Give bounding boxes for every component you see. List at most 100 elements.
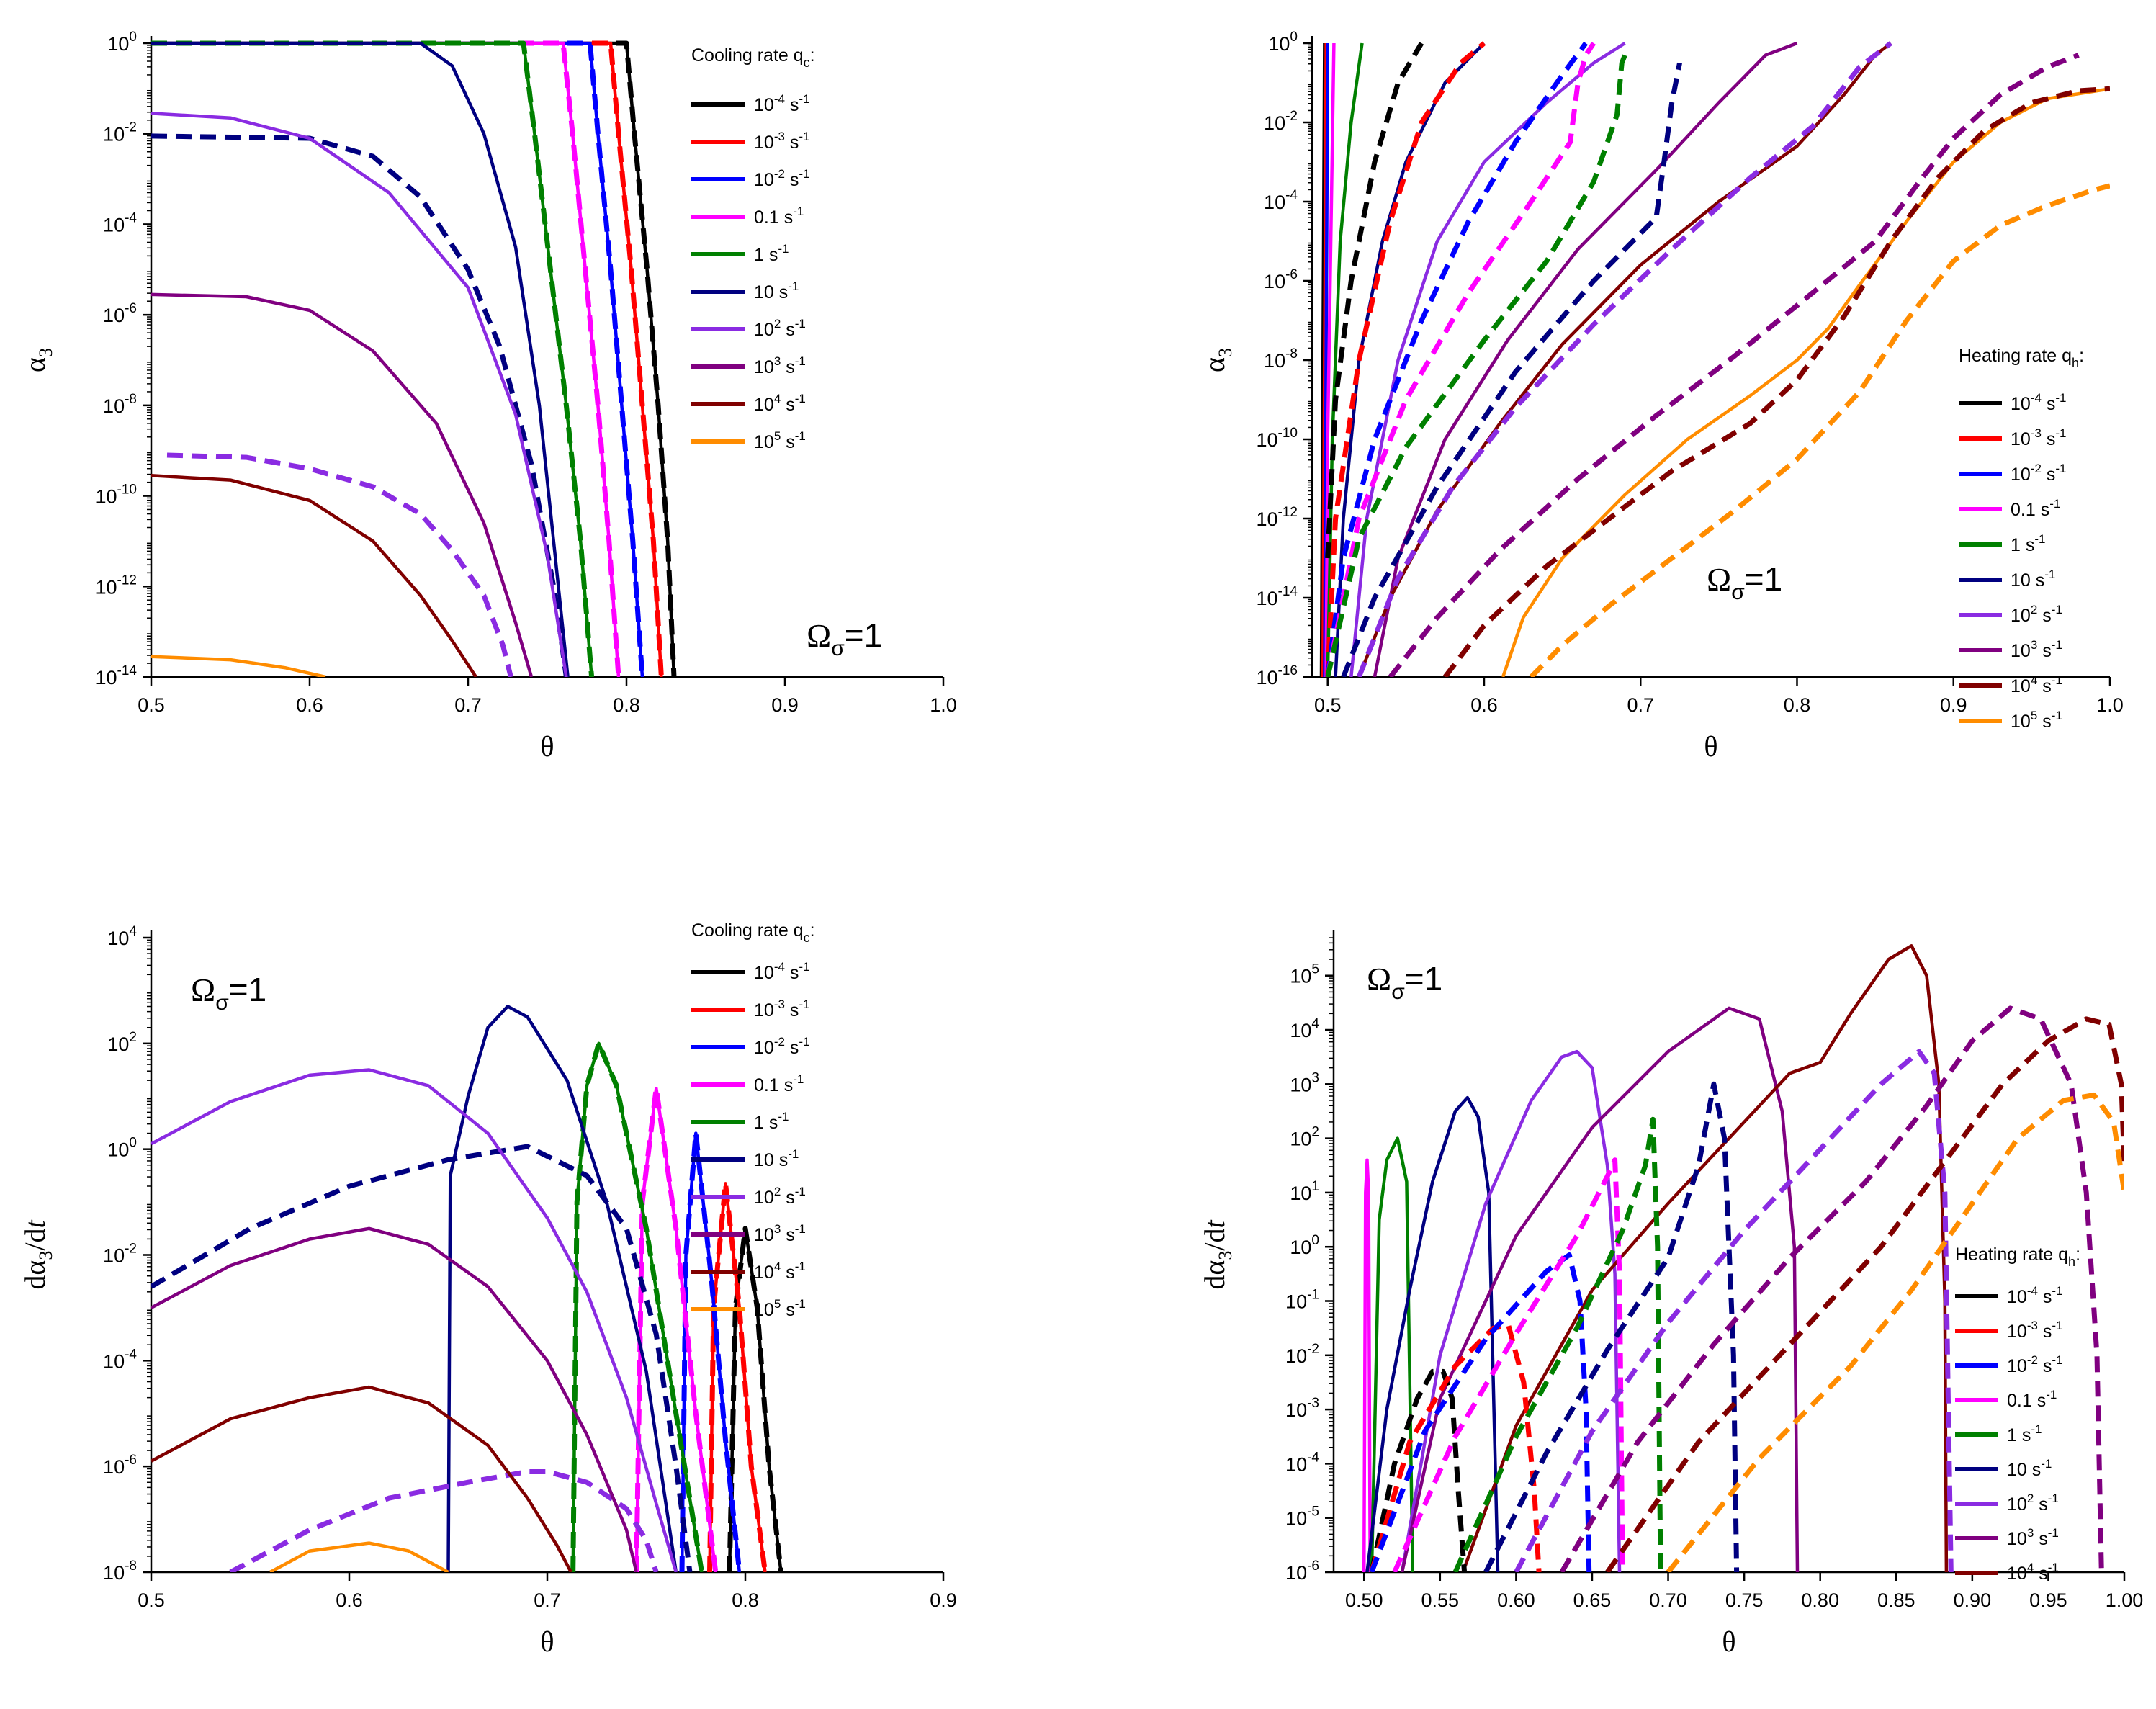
- omega-annotation: Ωσ=1: [1367, 960, 1442, 1004]
- series-line-1e-4-dashed: [151, 40, 677, 677]
- legend-entry-1e2: 102 s-1: [2007, 1492, 2059, 1515]
- series-line-1e4-dashed: [1442, 86, 2110, 677]
- series-line-10: [446, 1005, 678, 1572]
- legend-entry-1e-2: 10-2 s-1: [2011, 462, 2067, 485]
- legend-entry-10: 10 s-1: [2007, 1457, 2052, 1480]
- y-tick-label: 10-3: [1285, 1396, 1319, 1421]
- y-tick-label: 10-6: [1264, 267, 1298, 292]
- y-tick-label: 10-4: [103, 210, 137, 236]
- legend-entry-10: 10 s-1: [754, 279, 799, 302]
- series-line-1e4-dashed: [1605, 1016, 2124, 1572]
- curves: [151, 1005, 783, 1572]
- x-tick-label: 0.7: [1627, 694, 1654, 716]
- y-tick-label: 10-12: [1256, 505, 1298, 530]
- y-tick-label: 10-6: [103, 301, 137, 326]
- y-tick-label: 10-16: [1256, 663, 1298, 688]
- legend-entry-1e3: 103 s-1: [2007, 1526, 2059, 1549]
- y-tick-label: 100: [1290, 1233, 1319, 1258]
- x-axis-label: θ: [1704, 730, 1717, 763]
- series-line-1e-3-dashed: [1325, 41, 1486, 677]
- y-tick-label: 10-2: [1264, 109, 1298, 134]
- legend-title: Cooling rate qc:: [691, 45, 815, 70]
- y-tick-label: 10-8: [103, 1558, 137, 1584]
- legend-entry-1: 1 s-1: [754, 1110, 789, 1133]
- series-line-0.1: [1362, 1158, 1372, 1572]
- x-tick-label: 0.7: [534, 1589, 561, 1611]
- panel-top-right: 0.5 0.6 0.7 0.8 0.9 1.0 100 10-2 10-4 10-6 10-8 10-…: [1198, 30, 2124, 763]
- series-line-10-dashed: [151, 1144, 693, 1572]
- y-tick-label: 102: [1290, 1125, 1319, 1150]
- series-line-1e-2-dashed: [1325, 41, 1589, 677]
- y-tick-label: 100: [1268, 30, 1298, 55]
- y-tick-label: 10-14: [95, 663, 137, 688]
- legend-entry-1e-2: 10-2 s-1: [754, 167, 810, 190]
- legend-entry-1e5: 105 s-1: [2011, 709, 2062, 732]
- series-line-1e-3-dashed: [707, 1180, 768, 1572]
- y-tick-label: 10-4: [103, 1347, 137, 1372]
- legend-entry-0.1: 0.1 s-1: [2011, 497, 2060, 520]
- series-line-1e4: [151, 474, 477, 677]
- legend: Cooling rate qc: 10-4 s-1 10-3 s-1 10-2 s-1…: [691, 920, 815, 1320]
- legend-entry-1e-3: 10-3 s-1: [754, 130, 810, 153]
- legend-entry-1e-3: 10-3 s-1: [2011, 426, 2067, 449]
- panel-bottom-left: 0.5 0.6 0.7 0.8 0.9 104 102 100 10-2 10-4 10-6 10-8…: [19, 920, 957, 1658]
- legend: Heating rate qh: 10-4 s-1 10-3 s-1 10-2 s-1…: [1955, 1244, 2080, 1584]
- series-line-0.1: [1324, 42, 1336, 677]
- legend-entry-1e-3: 10-3 s-1: [754, 997, 810, 1021]
- x-tick-label: 0.8: [613, 694, 640, 716]
- legend-entry-1: 1 s-1: [2011, 532, 2045, 555]
- series-line-1-dashed: [570, 1041, 704, 1572]
- x-axis-label: θ: [1722, 1625, 1735, 1658]
- legend-entry-1e2: 102 s-1: [754, 317, 806, 340]
- x-tick-label: 0.60: [1497, 1589, 1535, 1611]
- x-tick-label: 0.7: [454, 694, 482, 716]
- series-line-0.1-dashed: [634, 1085, 719, 1572]
- y-tick-label: 10-10: [1256, 426, 1298, 451]
- series-line-1e3-dashed: [1388, 53, 2080, 677]
- panel-top-left: 0.5 0.6 0.7 0.8 0.9 1.0 100 10-2 10-4 10-6 10-8 10-…: [19, 30, 957, 763]
- curves: [1362, 944, 2124, 1572]
- x-tick-label: 0.85: [1877, 1589, 1915, 1611]
- legend-title: Heating rate qh:: [1959, 346, 2084, 370]
- legend-title: Cooling rate qc:: [691, 920, 815, 945]
- legend-entry-10: 10 s-1: [754, 1147, 799, 1170]
- series-line-1: [1370, 1136, 1415, 1572]
- series-line-1e5: [151, 655, 326, 677]
- x-axis-label: θ: [540, 730, 554, 763]
- x-tick-label: 0.8: [1784, 694, 1811, 716]
- x-tick-label: 0.90: [1954, 1589, 1992, 1611]
- x-tick-label: 0.5: [138, 1589, 165, 1611]
- series-line-1e2-dashed: [229, 1469, 659, 1572]
- x-tick-label: 0.5: [138, 694, 165, 716]
- legend-entry-0.1: 0.1 s-1: [754, 1072, 804, 1095]
- omega-annotation: Ωσ=1: [1707, 560, 1782, 604]
- series-line-1e4: [1461, 944, 1949, 1572]
- y-tick-label: 10-5: [1285, 1504, 1319, 1530]
- x-tick-label: 0.6: [296, 694, 323, 716]
- legend-entry-1: 1 s-1: [754, 242, 789, 265]
- legend-entry-10: 10 s-1: [2011, 568, 2055, 591]
- legend-entry-1e4: 104 s-1: [754, 1260, 806, 1283]
- legend-entry-1e3: 103 s-1: [2011, 638, 2062, 661]
- x-tick-label: 0.9: [771, 694, 799, 716]
- y-tick-label: 10-2: [1285, 1342, 1319, 1367]
- legend-entry-1e-4: 10-4 s-1: [2011, 391, 2067, 414]
- y-tick-label: 10-14: [1256, 584, 1298, 609]
- legend-entry-1e-3: 10-3 s-1: [2007, 1319, 2063, 1342]
- legend-entry-1e5: 105 s-1: [754, 429, 806, 452]
- curves: [151, 40, 677, 677]
- x-tick-label: 0.5: [1314, 694, 1342, 716]
- legend-entry-1e4: 104 s-1: [2011, 673, 2062, 696]
- series-line-1e-3-dashed: [1369, 1322, 1542, 1572]
- x-tick-label: 0.70: [1649, 1589, 1687, 1611]
- curves: [1319, 41, 2110, 677]
- y-axis-label: dα3/dt: [19, 1220, 56, 1290]
- series-line-1e2: [1400, 1049, 1622, 1572]
- series-line-10: [151, 41, 570, 677]
- x-tick-label: 0.75: [1725, 1589, 1764, 1611]
- legend-entry-1e5: 105 s-1: [754, 1297, 806, 1320]
- legend-entry-1e4: 104 s-1: [2007, 1561, 2059, 1584]
- panel-bottom-right: 0.50 0.55 0.60 0.65 0.70 0.75 0.80 0.85 0.90 0.95…: [1198, 930, 2143, 1658]
- legend: Heating rate qh: 10-4 s-1 10-3 s-1 10-2 s-1…: [1959, 346, 2084, 732]
